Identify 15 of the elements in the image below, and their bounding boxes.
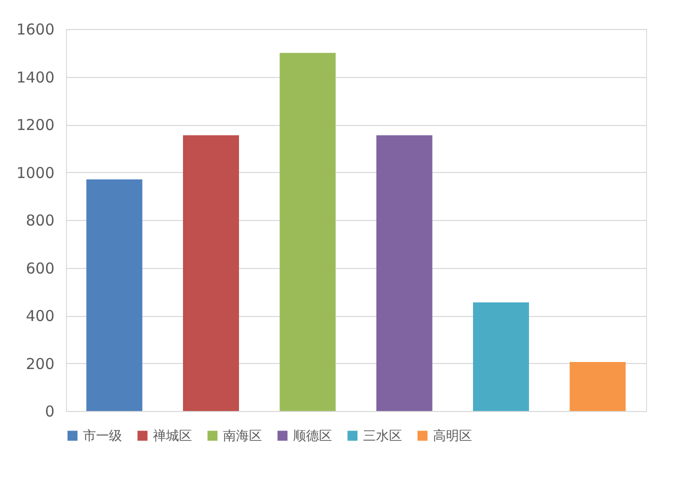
y-tick-label: 200 — [26, 354, 54, 373]
legend-label: 禅城区 — [153, 428, 192, 444]
y-tick-label: 1000 — [16, 164, 54, 182]
y-tick-label: 800 — [26, 212, 54, 230]
y-tick-label: 600 — [26, 259, 54, 278]
legend-label: 高明区 — [433, 428, 472, 444]
legend-label: 三水区 — [363, 428, 402, 444]
legend-label: 市一级 — [83, 428, 122, 444]
legend-label: 顺德区 — [293, 428, 332, 444]
y-tick-label: 1200 — [16, 116, 54, 134]
y-tick-label: 400 — [26, 307, 54, 325]
y-tick-label: 1600 — [16, 20, 54, 38]
legend-label: 南海区 — [223, 428, 262, 444]
y-tick-label: 0 — [44, 402, 54, 420]
y-tick-label: 1400 — [16, 68, 54, 86]
